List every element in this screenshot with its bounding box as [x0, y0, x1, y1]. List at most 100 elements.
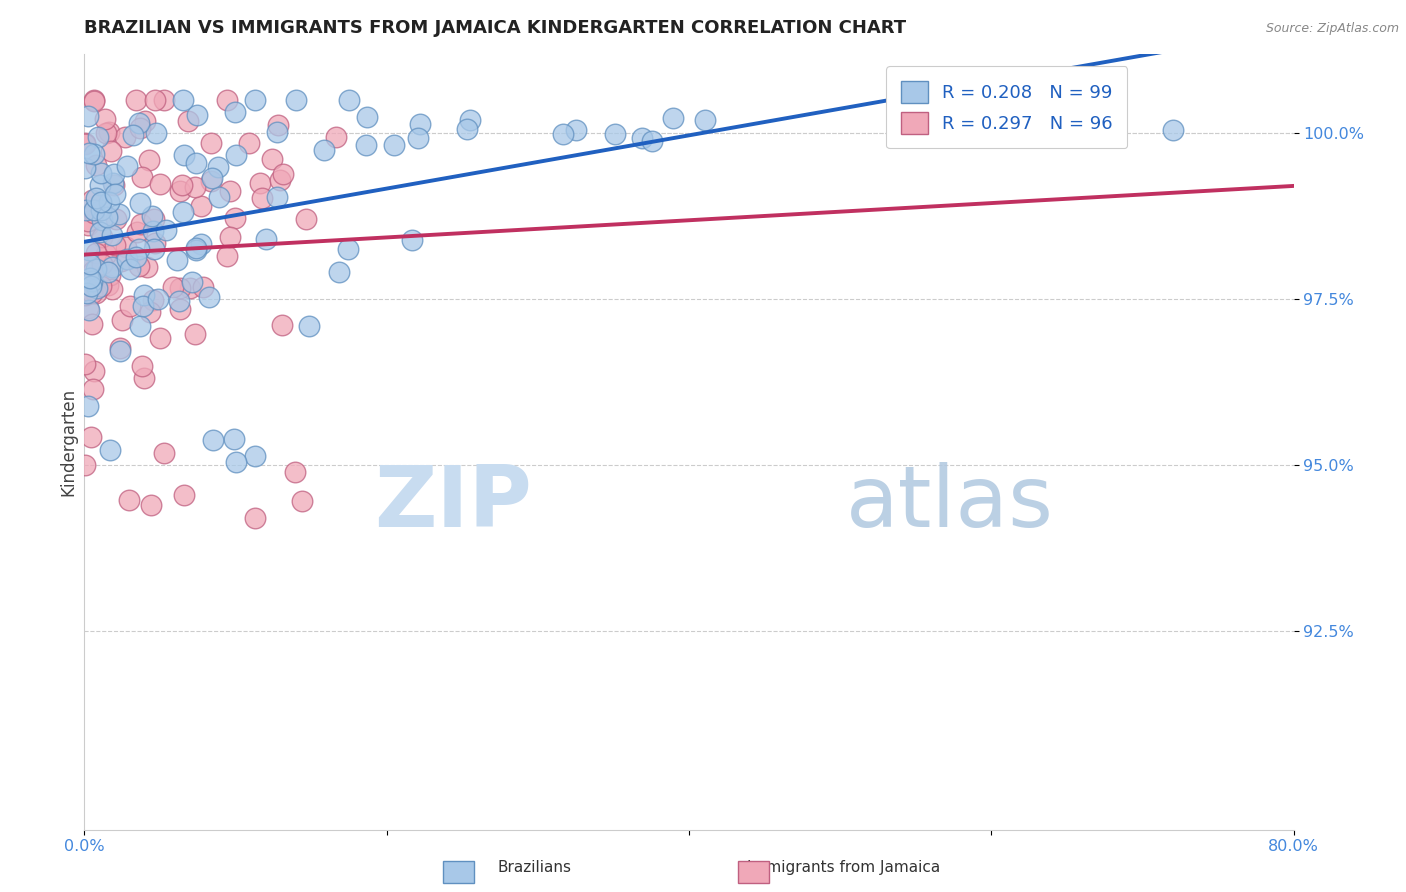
Point — [82, 274, 104, 288]
Point — [138, 305, 160, 319]
Point — [101, 176, 124, 190]
Point — [76, 259, 98, 273]
Point — [250, 191, 273, 205]
Point — [641, 134, 664, 148]
Point — [87, 129, 110, 144]
Point — [132, 371, 155, 385]
Point — [183, 326, 205, 341]
Point — [243, 511, 266, 525]
Point — [271, 167, 294, 181]
Point — [90, 278, 112, 293]
Point — [325, 130, 347, 145]
Point — [456, 122, 478, 136]
Point — [134, 288, 156, 302]
Point — [128, 242, 150, 256]
Point — [173, 487, 195, 501]
Point — [114, 240, 136, 254]
Point — [401, 233, 423, 247]
Point — [104, 237, 127, 252]
Point — [131, 169, 153, 184]
Text: Source: ZipAtlas.com: Source: ZipAtlas.com — [1265, 22, 1399, 36]
Y-axis label: Kindergarten: Kindergarten — [59, 387, 77, 496]
Point — [218, 230, 240, 244]
Text: atlas: atlas — [846, 462, 1054, 545]
Point — [266, 190, 288, 204]
Point — [115, 159, 138, 173]
Point — [128, 260, 150, 274]
Point — [110, 253, 132, 268]
Point — [249, 177, 271, 191]
Point — [75, 202, 97, 217]
Point — [208, 190, 231, 204]
Point — [101, 227, 124, 242]
Point — [83, 364, 105, 378]
Text: Immigrants from Jamaica: Immigrants from Jamaica — [747, 861, 941, 875]
Point — [201, 170, 224, 185]
Point — [90, 166, 112, 180]
Text: ZIP: ZIP — [374, 462, 531, 545]
Point — [243, 449, 266, 463]
Point — [224, 211, 246, 225]
Point — [291, 494, 314, 508]
Point — [149, 177, 172, 191]
Point — [128, 115, 150, 129]
Point — [79, 271, 101, 285]
Point — [90, 194, 112, 209]
Point — [179, 281, 201, 295]
Point — [128, 318, 150, 333]
Point — [100, 260, 122, 274]
Point — [190, 199, 212, 213]
Legend: R = 0.208   N = 99, R = 0.297   N = 96: R = 0.208 N = 99, R = 0.297 N = 96 — [886, 66, 1128, 148]
Point — [73, 136, 96, 151]
Point — [337, 93, 360, 107]
Point — [129, 217, 152, 231]
Point — [193, 280, 215, 294]
Point — [172, 93, 194, 107]
Point — [173, 148, 195, 162]
Point — [155, 223, 177, 237]
Point — [1161, 123, 1184, 137]
Point — [141, 498, 163, 512]
Point — [75, 458, 97, 472]
Point — [198, 290, 221, 304]
Point — [89, 225, 111, 239]
Point — [166, 253, 188, 268]
Point — [82, 383, 104, 397]
Point — [129, 195, 152, 210]
Point — [143, 93, 166, 107]
Point — [312, 143, 335, 157]
Point — [170, 178, 193, 192]
Point — [98, 194, 121, 209]
Point — [83, 202, 105, 217]
Point — [271, 318, 294, 333]
Point — [200, 136, 222, 151]
Point — [224, 105, 246, 120]
Point — [77, 302, 100, 317]
Point — [103, 167, 125, 181]
Point — [91, 257, 114, 271]
Point — [104, 211, 127, 226]
Point — [167, 293, 190, 308]
Text: Brazilians: Brazilians — [498, 861, 571, 875]
Point — [86, 281, 108, 295]
Point — [565, 123, 588, 137]
Point — [269, 173, 291, 187]
Point — [149, 331, 172, 345]
Point — [218, 184, 240, 198]
Point — [328, 265, 350, 279]
Point — [97, 265, 120, 279]
Point — [79, 257, 101, 271]
Point — [631, 130, 654, 145]
Point — [354, 138, 377, 153]
Point — [243, 93, 266, 107]
Point — [108, 344, 131, 359]
Point — [207, 160, 229, 174]
Point — [184, 155, 207, 169]
Point — [100, 442, 122, 457]
Point — [132, 299, 155, 313]
Point — [83, 93, 105, 107]
Point — [84, 285, 107, 300]
Point — [76, 218, 98, 232]
Point — [101, 282, 124, 296]
Point — [79, 430, 101, 444]
